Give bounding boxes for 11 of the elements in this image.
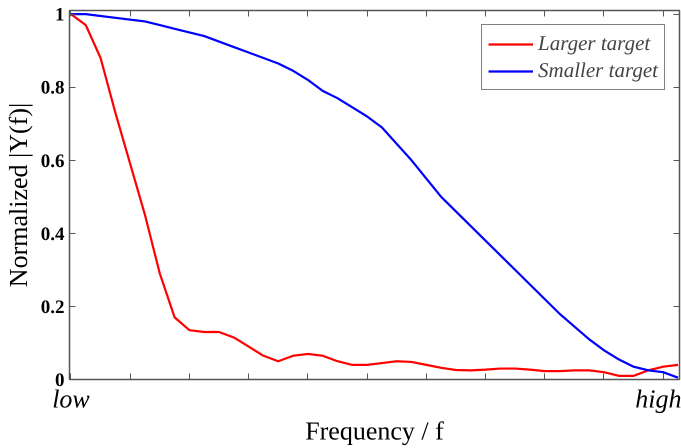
legend-label: Larger target [538, 31, 650, 56]
x-tick-label: high [635, 384, 681, 414]
y-axis-title: Normalized |Y(f)| [4, 102, 33, 288]
y-tick-label: 0.8 [40, 78, 64, 99]
y-tick-label: 0.2 [40, 296, 64, 318]
legend-label: Smaller target [538, 58, 658, 83]
y-tick-label: 0.4 [40, 224, 65, 245]
y-tick-label: 0 [55, 370, 64, 391]
y-tick-label: 0.6 [40, 150, 64, 172]
x-axis-title: Frequency / f [305, 416, 444, 446]
y-tick-label: 1 [55, 4, 64, 26]
